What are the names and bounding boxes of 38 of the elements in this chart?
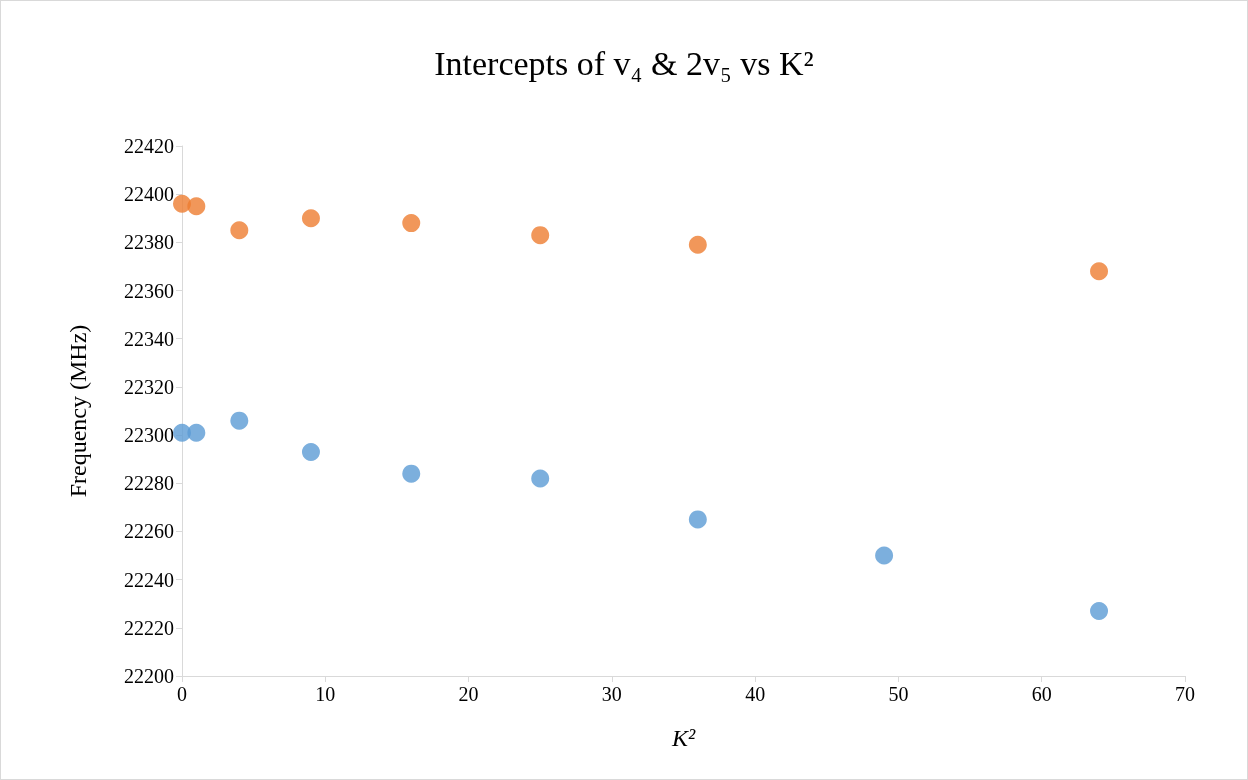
x-tick-label: 60 (1031, 683, 1052, 705)
y-tick-label: 22260 (124, 520, 174, 543)
x-tick-label: 30 (601, 683, 622, 705)
point (301, 209, 320, 228)
x-tick-label: 70 (1175, 683, 1195, 705)
x-axis-title: K² (670, 725, 696, 751)
point (402, 214, 421, 233)
x-tick-label: 40 (745, 683, 766, 705)
point (1090, 601, 1109, 620)
point (301, 442, 320, 461)
y-tick-label: 22360 (124, 279, 174, 302)
x-tick-label: 20 (458, 683, 479, 705)
y-tick-label: 22420 (124, 135, 174, 157)
point (1090, 262, 1109, 281)
chart-title: Intercepts of v₄ & 2v₅ vs K² (434, 44, 814, 82)
point (187, 197, 206, 216)
point (531, 226, 550, 245)
y-axis-title: Frequency (MHz) (65, 324, 91, 498)
point (402, 464, 421, 483)
point (187, 423, 206, 442)
y-tick-label: 22280 (124, 472, 174, 495)
y-tick-label: 22300 (124, 424, 174, 447)
y-tick-label: 22400 (124, 183, 174, 206)
point (688, 235, 707, 254)
y-tick-label: 22320 (124, 375, 174, 398)
point (875, 546, 894, 565)
x-tick-label: 0 (177, 683, 187, 705)
y-tick-label: 22340 (124, 327, 174, 350)
x-tick-label: 50 (888, 683, 909, 705)
y-tick-label: 22200 (124, 665, 174, 687)
point (688, 510, 707, 529)
point (230, 411, 249, 430)
x-tick-label: 10 (315, 683, 336, 705)
point (230, 221, 249, 240)
y-tick-label: 22220 (124, 616, 174, 639)
point (531, 469, 550, 488)
y-tick-label: 22380 (124, 231, 174, 254)
y-tick-label: 22240 (124, 568, 174, 591)
